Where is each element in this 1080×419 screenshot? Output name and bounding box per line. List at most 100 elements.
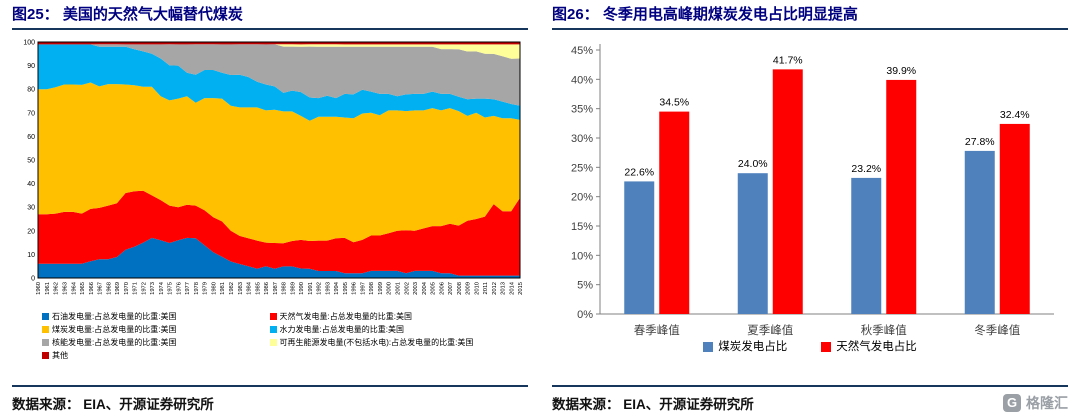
svg-text:20: 20 (27, 228, 35, 235)
legend-swatch (42, 339, 49, 346)
figure-25-source-row: 数据来源： EIA、开源证券研究所 (12, 385, 528, 413)
svg-text:2004: 2004 (422, 281, 428, 295)
svg-text:10%: 10% (571, 250, 593, 262)
grouped-bar-chart: 0% 5% 10% 15% 20% 25% 30% 35% 40% 45% 22.6% 34.5% 春季… (571, 44, 1054, 337)
svg-text:2015: 2015 (518, 282, 524, 295)
svg-text:1988: 1988 (282, 282, 288, 295)
svg-text:秋季峰值: 秋季峰值 (861, 323, 907, 337)
svg-text:2005: 2005 (431, 282, 437, 295)
svg-text:35%: 35% (571, 104, 593, 116)
panel-figure-26: 图26： 冬季用电高峰期煤炭发电占比明显提高 0% 5% 10% 15% 20% 25% 3… (540, 0, 1080, 419)
svg-text:27.8%: 27.8% (965, 136, 995, 148)
svg-text:1961: 1961 (45, 282, 51, 295)
svg-text:1965: 1965 (80, 282, 86, 295)
svg-text:22.6%: 22.6% (624, 166, 654, 178)
svg-text:2006: 2006 (439, 282, 445, 295)
svg-text:1966: 1966 (89, 282, 95, 295)
svg-text:34.5%: 34.5% (659, 97, 689, 109)
legend-item: 水力发电量:占总发电量的比重:美国 (269, 325, 532, 334)
svg-text:2009: 2009 (466, 282, 472, 295)
svg-text:2011: 2011 (483, 282, 489, 294)
legend-item: 其他 (42, 351, 266, 360)
svg-text:1973: 1973 (150, 282, 156, 295)
legend-swatch (269, 339, 277, 346)
svg-text:1969: 1969 (115, 282, 121, 295)
svg-text:1990: 1990 (299, 282, 305, 295)
panel-figure-25: 图25： 美国的天然气大幅替代煤炭 0 10 20 30 40 50 60 70 80 90 100… (12, 6, 528, 413)
gelonghui-logo-icon: G (1003, 394, 1021, 412)
area-chart-legend: 石油发电量:占总发电量的比重:美国 天然气发电量:占总发电量的比重:美国煤炭发电量… (12, 312, 528, 360)
svg-text:1985: 1985 (255, 282, 261, 295)
legend-label: 煤炭发电占比 (718, 340, 788, 353)
svg-text:30: 30 (27, 205, 35, 212)
legend-label: 核能发电量:占总发电量的比重:美国 (52, 338, 177, 347)
legend-label: 天然气发电量:占总发电量的比重:美国 (279, 312, 412, 321)
svg-text:30%: 30% (571, 133, 593, 145)
svg-text:0: 0 (31, 276, 35, 283)
legend-swatch (269, 313, 277, 320)
svg-text:1996: 1996 (352, 282, 358, 295)
gelonghui-watermark-text: 格隆汇 (1026, 395, 1068, 411)
svg-text:0%: 0% (577, 309, 593, 321)
svg-text:2002: 2002 (404, 282, 410, 295)
legend-swatch (821, 342, 832, 352)
svg-text:1993: 1993 (325, 282, 331, 295)
legend-item: 煤炭发电量:占总发电量的比重:美国 (42, 325, 266, 334)
legend-item: 石油发电量:占总发电量的比重:美国 (42, 312, 266, 321)
svg-text:5%: 5% (577, 280, 593, 292)
svg-text:1978: 1978 (194, 282, 200, 295)
svg-text:23.2%: 23.2% (851, 163, 881, 175)
svg-text:1984: 1984 (247, 281, 253, 295)
svg-text:1981: 1981 (220, 282, 226, 295)
figure-25-title-rule (12, 28, 528, 30)
svg-text:1976: 1976 (176, 282, 182, 295)
svg-text:1995: 1995 (343, 282, 349, 295)
svg-text:1967: 1967 (98, 282, 104, 295)
figure-25-title: 图25： 美国的天然气大幅替代煤炭 (12, 6, 243, 23)
svg-text:2007: 2007 (448, 282, 454, 295)
svg-text:41.7%: 41.7% (773, 54, 803, 66)
svg-text:10: 10 (27, 252, 35, 259)
svg-text:24.0%: 24.0% (738, 158, 768, 170)
svg-text:2010: 2010 (474, 282, 480, 295)
legend-label: 其他 (52, 351, 68, 360)
svg-text:60: 60 (27, 134, 35, 141)
legend-swatch (269, 326, 277, 333)
svg-text:80: 80 (27, 87, 35, 94)
legend-swatch (42, 352, 49, 359)
svg-text:2012: 2012 (492, 282, 498, 295)
svg-text:32.4%: 32.4% (1000, 109, 1030, 121)
svg-text:1970: 1970 (124, 282, 130, 295)
svg-text:1962: 1962 (54, 282, 60, 295)
svg-text:1980: 1980 (212, 282, 218, 295)
figure-26-title: 图26： 冬季用电高峰期煤炭发电占比明显提高 (552, 6, 858, 23)
legend-item: 天然气发电占比 (821, 340, 917, 353)
svg-text:1977: 1977 (185, 282, 191, 295)
legend-swatch (703, 342, 714, 352)
legend-label: 石油发电量:占总发电量的比重:美国 (52, 312, 177, 321)
svg-text:45%: 45% (571, 45, 593, 57)
figure-25-source-text: 数据来源： EIA、开源证券研究所 (12, 397, 214, 412)
legend-swatch (42, 326, 49, 333)
area-chart-wrap: 0 10 20 30 40 50 60 70 80 90 100 1960 1961 1962 1963 19… (12, 30, 528, 385)
legend-item: 可再生能源发电量(不包括水电):占总发电量的比重:美国 (269, 338, 532, 347)
svg-text:2014: 2014 (509, 281, 515, 295)
svg-text:夏季峰值: 夏季峰值 (747, 324, 793, 337)
svg-text:2013: 2013 (501, 282, 507, 295)
svg-text:1974: 1974 (159, 281, 165, 295)
legend-label: 可再生能源发电量(不包括水电):占总发电量的比重:美国 (279, 338, 474, 347)
svg-text:1992: 1992 (317, 282, 323, 295)
svg-text:100: 100 (23, 40, 35, 47)
svg-text:1994: 1994 (334, 281, 340, 295)
svg-text:2003: 2003 (413, 282, 419, 295)
bar-chart-wrap: 0% 5% 10% 15% 20% 25% 30% 35% 40% 45% 22.6% 34.5% 春季… (552, 30, 1068, 385)
svg-text:39.9%: 39.9% (886, 65, 916, 77)
figure-26-source-row: 数据来源： EIA、开源证券研究所 G 格隆汇 (552, 385, 1068, 413)
svg-text:15%: 15% (571, 221, 593, 233)
svg-text:2001: 2001 (396, 282, 402, 295)
legend-label: 天然气发电占比 (836, 340, 917, 353)
svg-text:2000: 2000 (387, 282, 393, 295)
legend-item: 煤炭发电占比 (703, 340, 788, 353)
